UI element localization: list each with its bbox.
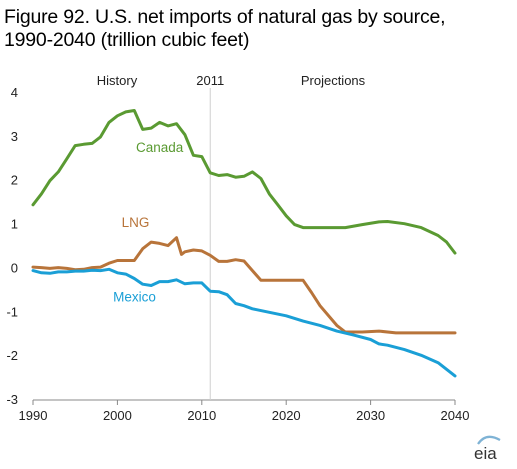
y-tick-label: 0 [11, 260, 18, 275]
series-line-lng [31, 236, 457, 335]
y-tick-label: -2 [6, 348, 18, 363]
x-tick-label: 1990 [19, 408, 48, 423]
x-tick-label: 2010 [187, 408, 216, 423]
projections-label: Projections [301, 73, 366, 88]
eia-logo: eia [474, 435, 501, 463]
y-tick-label: -1 [6, 304, 18, 319]
y-tick-label: 2 [11, 173, 18, 188]
eia-logo-text: eia [474, 444, 497, 463]
series-line-canada [31, 109, 457, 255]
series-label-mexico: Mexico [113, 289, 156, 304]
chart-title-line1: Figure 92. U.S. net imports of natural g… [4, 6, 446, 28]
divider-year-label: 2011 [196, 73, 224, 88]
x-tick-label: 2000 [103, 408, 132, 423]
y-tick-label: 3 [11, 129, 18, 144]
y-tick-label: 4 [11, 85, 18, 100]
history-label: History [97, 73, 138, 88]
y-tick-label: -3 [6, 392, 18, 407]
series-label-lng: LNG [122, 215, 150, 230]
series-label-canada: Canada [136, 140, 184, 155]
chart-title-line2: 1990-2040 (trillion cubic feet) [4, 29, 250, 51]
divider-group: History 2011 Projections [97, 73, 366, 400]
labels-group: Canada LNG Mexico [113, 140, 184, 304]
series-line-mexico [31, 267, 457, 378]
x-tick-label: 2020 [272, 408, 301, 423]
series-group [31, 109, 457, 378]
x-tick-label: 2040 [441, 408, 470, 423]
eia-logo-swoosh [477, 435, 501, 445]
y-tick-label: 1 [11, 217, 18, 232]
chart-title: Figure 92. U.S. net imports of natural g… [4, 6, 509, 52]
chart-axes: 1990 2000 2010 2020 2030 2040 4 3 2 1 0 -1 -2 -3 [6, 85, 469, 423]
x-tick-label: 2030 [356, 408, 385, 423]
